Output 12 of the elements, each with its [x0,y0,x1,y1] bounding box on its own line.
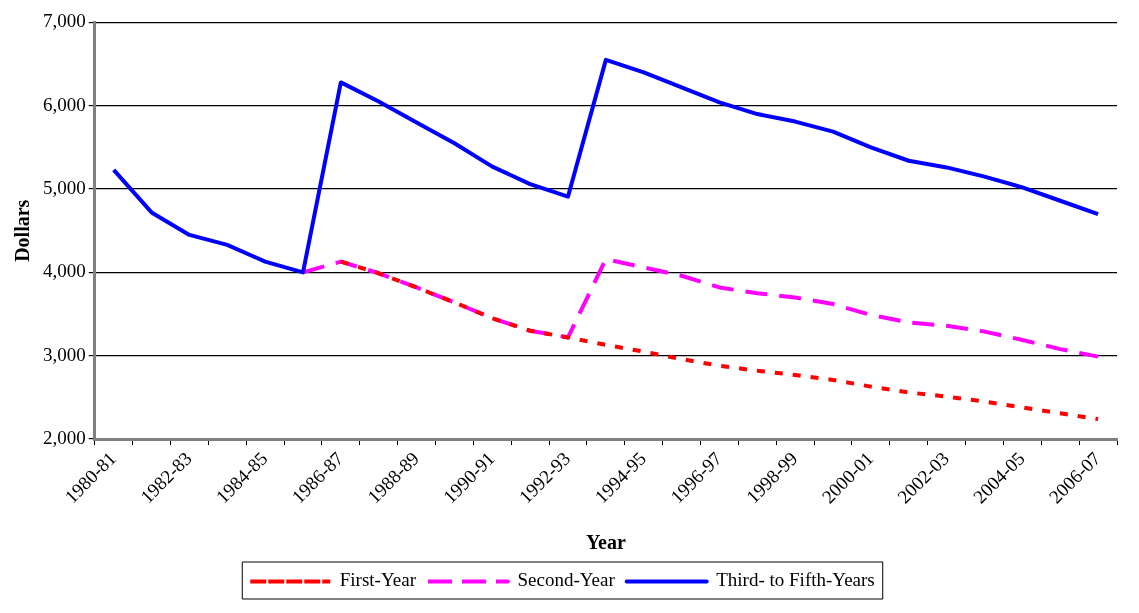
y-tick-label: 6,000 [43,93,86,115]
line-series [338,259,1101,422]
y-tick-label: 4,000 [43,260,86,282]
x-axis-title: Year [585,531,626,554]
y-tick-label: 5,000 [43,177,86,199]
legend-label: First-Year [339,569,417,591]
legend-label: Third- to Fifth-Years [716,569,875,591]
legend-label: Second-Year [517,569,616,591]
y-axis-title: Dollars [11,199,34,262]
y-tick-label: 3,000 [43,343,86,365]
y-tick-label: 2,000 [43,427,86,449]
y-tick-label: 7,000 [43,10,86,32]
